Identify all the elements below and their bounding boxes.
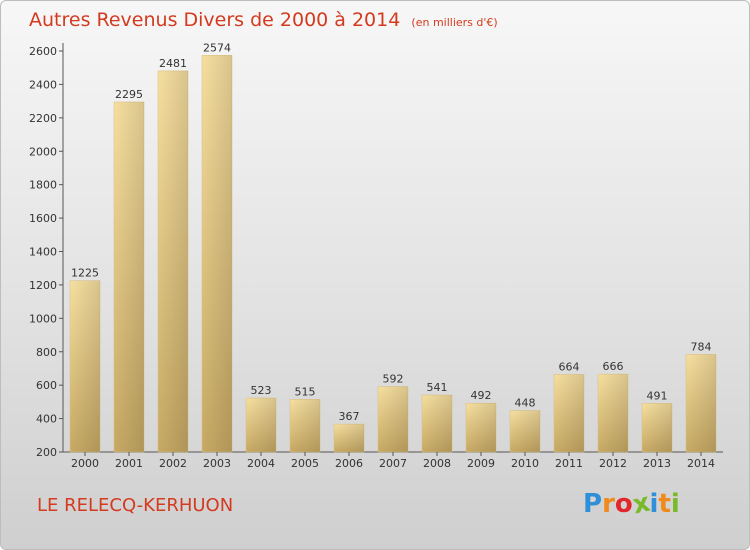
proxiti-logo: Proxiti bbox=[583, 488, 680, 521]
y-tick-label: 600 bbox=[36, 379, 57, 392]
x-tick-label: 2014 bbox=[687, 457, 715, 470]
x-tick-label: 2000 bbox=[71, 457, 99, 470]
data-label: 448 bbox=[515, 397, 536, 410]
bar-shade bbox=[378, 386, 408, 452]
bar-shade bbox=[466, 403, 496, 452]
bar-shade bbox=[70, 280, 100, 452]
bar-shade bbox=[598, 374, 628, 452]
y-tick-label: 2000 bbox=[29, 145, 57, 158]
logo-letter: i bbox=[649, 489, 659, 519]
y-tick-label: 1200 bbox=[29, 279, 57, 292]
data-label: 492 bbox=[471, 389, 492, 402]
y-tick-label: 800 bbox=[36, 346, 57, 359]
x-tick-label: 2005 bbox=[291, 457, 319, 470]
data-label: 1225 bbox=[71, 267, 99, 280]
bar-shade bbox=[554, 374, 584, 452]
data-label: 491 bbox=[647, 389, 668, 402]
bar-shade bbox=[422, 395, 452, 452]
bar-shade bbox=[686, 354, 716, 452]
bar-shade bbox=[642, 403, 672, 452]
bar-shade bbox=[158, 70, 188, 452]
data-label: 367 bbox=[339, 410, 360, 423]
x-tick-label: 2001 bbox=[115, 457, 143, 470]
y-tick-label: 2200 bbox=[29, 112, 57, 125]
y-tick-label: 2400 bbox=[29, 78, 57, 91]
y-tick-label: 1800 bbox=[29, 179, 57, 192]
bar-shade bbox=[114, 101, 144, 452]
data-label: 515 bbox=[295, 385, 316, 398]
x-tick-label: 2009 bbox=[467, 457, 495, 470]
data-label: 2295 bbox=[115, 88, 143, 101]
bar-shade bbox=[334, 424, 364, 452]
x-tick-label: 2007 bbox=[379, 457, 407, 470]
y-tick-label: 2600 bbox=[29, 45, 57, 58]
y-tick-label: 200 bbox=[36, 446, 57, 459]
x-tick-label: 2004 bbox=[247, 457, 275, 470]
bar-shade bbox=[290, 399, 320, 452]
x-tick-label: 2003 bbox=[203, 457, 231, 470]
logo-letter: o bbox=[614, 489, 633, 519]
x-tick-label: 2010 bbox=[511, 457, 539, 470]
x-tick-label: 2012 bbox=[599, 457, 627, 470]
x-tick-label: 2002 bbox=[159, 457, 187, 470]
logo-letter: P bbox=[583, 489, 603, 519]
data-label: 523 bbox=[251, 384, 272, 397]
logo-letter: r bbox=[602, 489, 615, 519]
commune-name: LE RELECQ-KERHUON bbox=[37, 495, 234, 516]
y-tick-label: 400 bbox=[36, 413, 57, 426]
chart-title-row: Autres Revenus Divers de 2000 à 2014 (en… bbox=[29, 9, 498, 31]
bar-shade bbox=[510, 410, 540, 452]
chart-title: Autres Revenus Divers de 2000 à 2014 bbox=[29, 9, 401, 31]
data-label: 784 bbox=[691, 340, 712, 353]
data-label: 541 bbox=[427, 381, 448, 394]
x-tick-label: 2013 bbox=[643, 457, 671, 470]
logo-letter: t bbox=[658, 489, 671, 519]
data-label: 2574 bbox=[203, 41, 231, 54]
data-label: 592 bbox=[383, 373, 404, 386]
x-tick-label: 2006 bbox=[335, 457, 363, 470]
y-tick-label: 1000 bbox=[29, 312, 57, 325]
y-tick-label: 1600 bbox=[29, 212, 57, 225]
x-tick-label: 2008 bbox=[423, 457, 451, 470]
logo-letter: i bbox=[670, 489, 680, 519]
y-tick-label: 1400 bbox=[29, 246, 57, 259]
data-label: 666 bbox=[603, 360, 624, 373]
x-tick-label: 2011 bbox=[555, 457, 583, 470]
data-label: 664 bbox=[559, 360, 580, 373]
chart-subtitle: (en milliers d'€) bbox=[411, 16, 498, 29]
bar-shade bbox=[202, 55, 232, 452]
bar-shade bbox=[246, 398, 276, 452]
data-label: 2481 bbox=[159, 57, 187, 70]
